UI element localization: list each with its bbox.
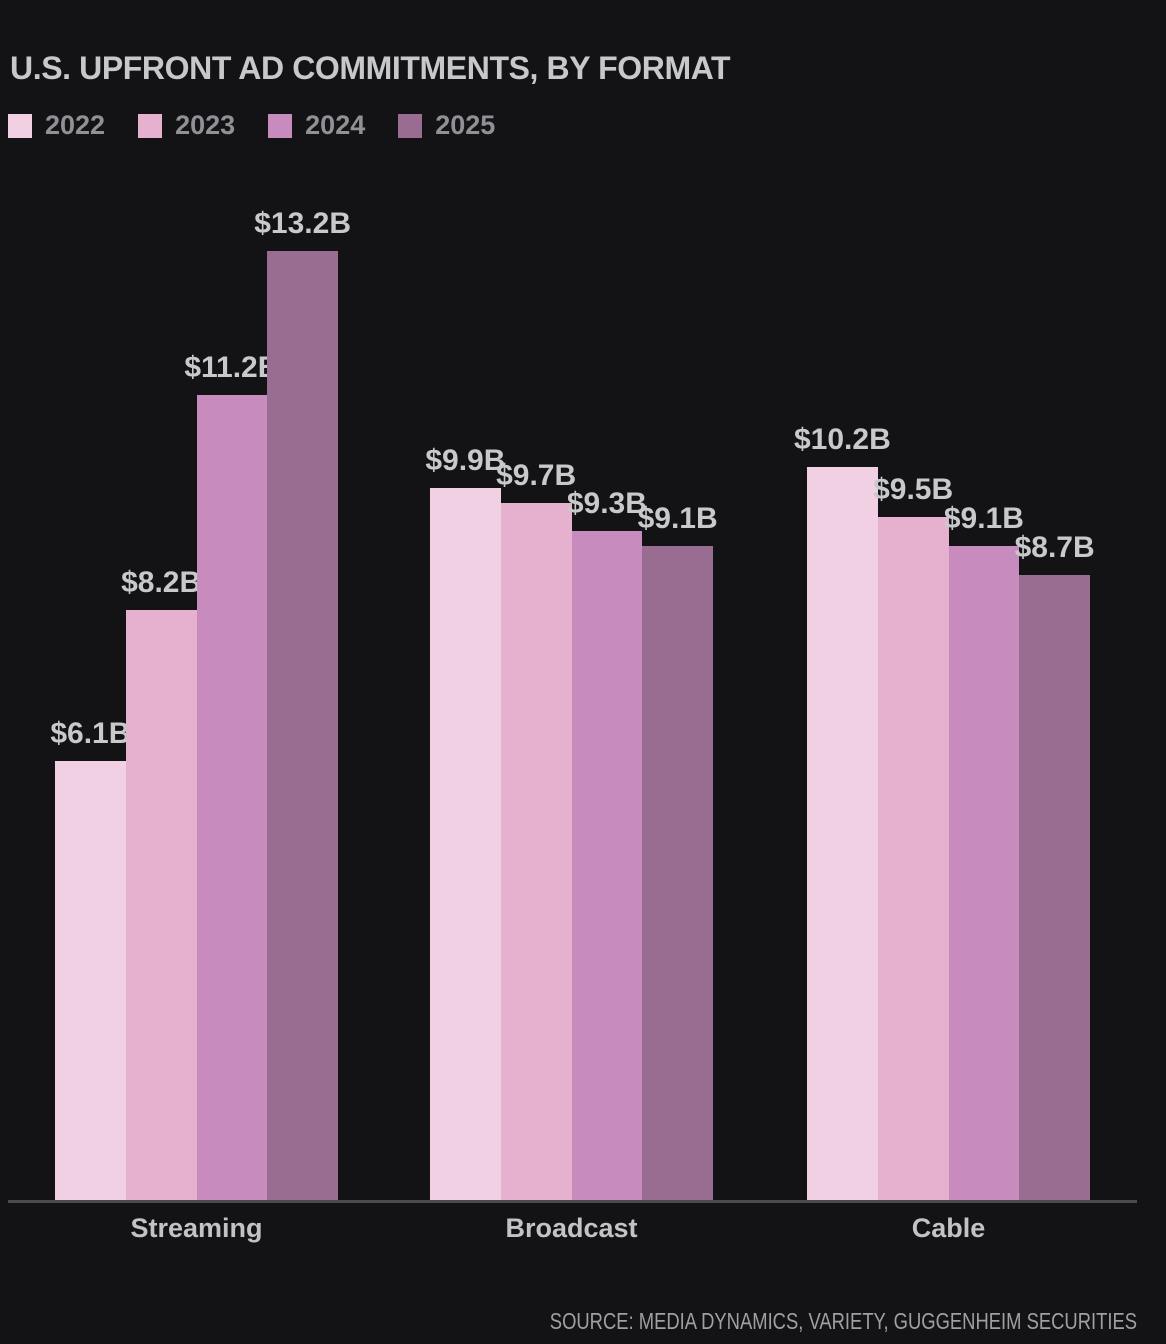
value-label-streaming-2022: $6.1B (50, 717, 131, 750)
bar-broadcast-2022 (430, 488, 501, 1200)
value-label-broadcast-2023: $9.7B (496, 459, 577, 492)
legend-label: 2025 (435, 110, 496, 140)
legend-swatch-2024 (268, 113, 293, 138)
value-label-cable-2022: $10.2B (794, 423, 891, 456)
legend-label: 2024 (305, 110, 366, 140)
legend-swatch-2023 (138, 113, 163, 138)
legend-item-2023: 2023 (138, 110, 235, 141)
category-label-broadcast: Broadcast (505, 1213, 638, 1243)
value-label-broadcast-2025: $9.1B (637, 502, 718, 535)
bar-streaming-2025 (267, 251, 338, 1200)
bar-broadcast-2023 (500, 503, 572, 1200)
legend-label: 2023 (175, 110, 236, 140)
value-label-cable-2023: $9.5B (873, 473, 954, 506)
chart-title: U.S. UPFRONT AD COMMITMENTS, BY FORMAT (10, 50, 731, 86)
bar-streaming-2023 (125, 610, 197, 1200)
bar-streaming-2024 (196, 395, 268, 1200)
value-label-broadcast-2024: $9.3B (566, 487, 647, 520)
legend-item-2022: 2022 (8, 110, 105, 141)
bar-streaming-2022 (55, 761, 126, 1200)
legend-label: 2022 (45, 110, 106, 140)
value-label-streaming-2025: $13.2B (254, 207, 351, 240)
category-label-streaming: Streaming (130, 1213, 263, 1243)
bar-broadcast-2025 (642, 546, 713, 1200)
legend-item-2024: 2024 (268, 110, 365, 141)
bar-broadcast-2024 (571, 531, 643, 1200)
value-label-broadcast-2022: $9.9B (425, 444, 506, 477)
value-label-streaming-2024: $11.2B (184, 351, 280, 384)
bar-cable-2023 (877, 517, 949, 1200)
value-label-cable-2025: $8.7B (1014, 531, 1095, 564)
x-axis-line (8, 1200, 1137, 1203)
bar-cable-2025 (1019, 575, 1090, 1200)
value-label-streaming-2023: $8.2B (121, 566, 202, 599)
source-credit: SOURCE: MEDIA DYNAMICS, VARIETY, GUGGENH… (549, 1308, 1137, 1334)
value-label-cable-2024: $9.1B (943, 502, 1024, 535)
bar-cable-2022 (807, 467, 878, 1200)
legend-swatch-2025 (398, 113, 423, 138)
legend: 2022 2023 2024 2025 (8, 110, 495, 141)
legend-swatch-2022 (8, 113, 32, 138)
legend-item-2025: 2025 (398, 110, 495, 141)
category-label-cable: Cable (911, 1213, 986, 1243)
bar-cable-2024 (948, 546, 1020, 1200)
